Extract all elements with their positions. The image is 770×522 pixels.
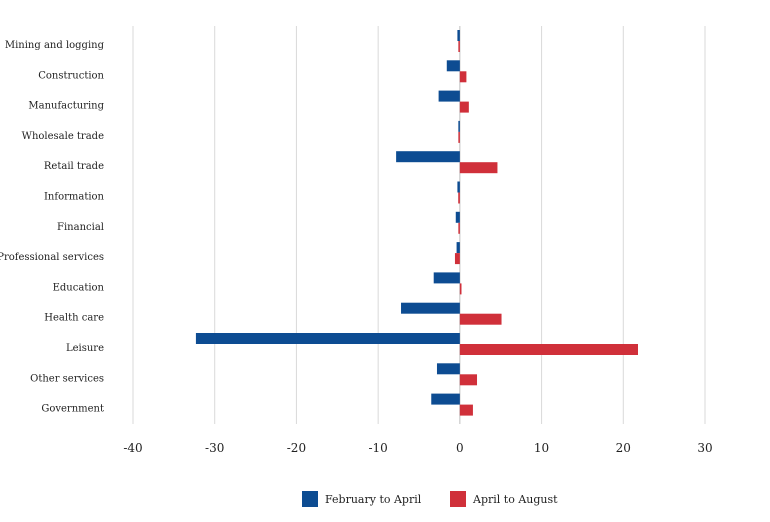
legend: February to April April to August [302,491,558,507]
category-label: Professional services [0,252,104,263]
category-label: Information [44,192,105,203]
category-label: Construction [38,70,104,81]
bar-apr-aug [459,162,498,174]
gridlines [132,26,706,424]
bar-apr-aug [458,131,460,143]
x-tick-label: 10 [534,441,549,455]
category-label: Health care [44,313,104,324]
x-axis-tick-labels: -40 -30 -20 -10 0 10 20 30 [123,441,712,455]
x-tick-label: -30 [205,441,224,455]
bar-feb-apr [456,242,460,254]
x-tick-label: 30 [697,441,712,455]
category-label: Other services [30,373,104,384]
category-label: Wholesale trade [22,131,104,142]
bar-apr-aug [458,192,460,204]
category-label: Manufacturing [28,101,104,112]
bar-feb-apr [195,333,460,344]
bar-apr-aug [459,374,478,386]
legend-label: February to April [325,493,422,506]
bar-apr-aug [454,253,460,265]
bar-feb-apr [396,151,460,163]
bar-feb-apr [455,211,460,223]
x-tick-label: -40 [123,441,142,455]
bar-apr-aug [459,313,502,325]
bar-feb-apr [433,272,460,284]
legend-swatch [302,491,318,507]
bar-apr-aug [459,283,462,295]
category-label: Mining and logging [5,40,105,51]
bar-feb-apr [457,30,460,41]
x-tick-label: 0 [456,441,464,455]
bar-apr-aug [458,41,460,52]
category-label: Leisure [66,343,104,354]
x-tick-label: -20 [287,441,306,455]
bar-feb-apr [458,120,460,132]
bar-apr-aug [459,101,469,113]
bar-apr-aug [459,71,467,83]
category-label: Financial [57,222,104,233]
category-label: Retail trade [44,161,104,172]
bar-apr-aug [458,222,460,234]
category-labels: Mining and logging Construction Manufactur… [0,40,105,415]
bar-feb-apr [436,363,460,375]
bar-feb-apr [401,302,460,314]
bar-feb-apr [438,90,460,102]
legend-label: April to August [472,493,558,506]
category-label: Government [41,404,104,415]
bar-feb-apr [431,393,460,405]
bar-apr-aug [459,344,638,355]
x-tick-label: -10 [368,441,387,455]
legend-swatch [450,491,466,507]
bars [195,30,638,416]
category-label: Education [53,282,105,293]
bar-feb-apr [446,60,460,72]
bar-apr-aug [459,404,473,416]
x-tick-label: 20 [616,441,631,455]
bar-feb-apr [457,181,460,193]
